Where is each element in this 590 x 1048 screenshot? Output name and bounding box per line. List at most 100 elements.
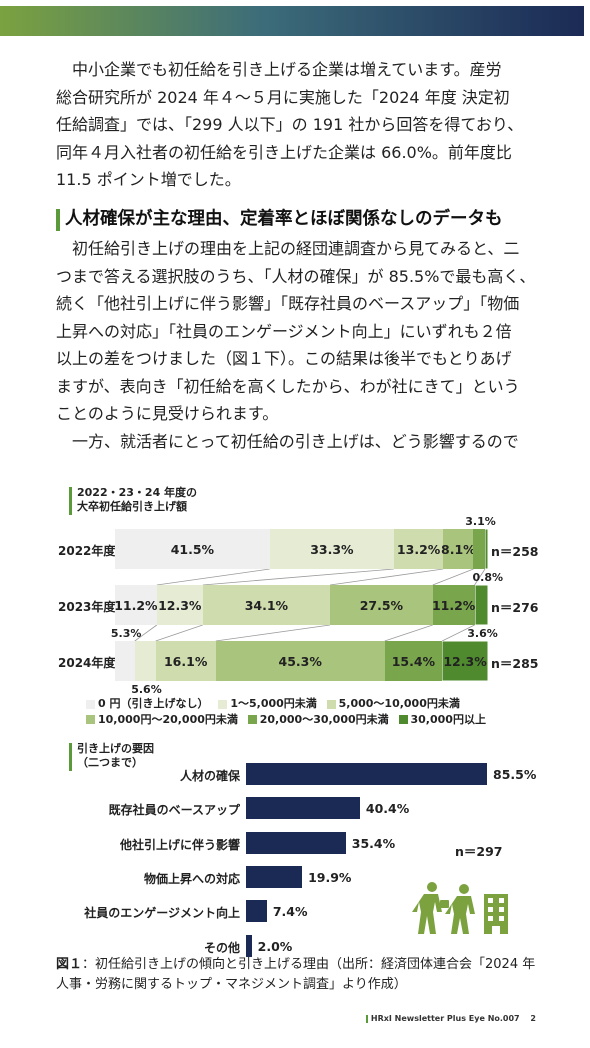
legend-item: 0 円（引き上げなし）	[86, 697, 208, 711]
data-label: 11.2%	[431, 597, 476, 613]
bar-segment	[384, 641, 443, 681]
footer-marker	[365, 1014, 368, 1023]
bar	[246, 763, 487, 785]
legend-label: 30,000円以上	[410, 712, 486, 726]
chart2-title-line: 引き上げの要因	[77, 742, 154, 755]
connector-line	[155, 624, 203, 642]
bar-segment	[115, 529, 270, 569]
chart1-title-line: 大卒初任給引き上げ額	[77, 500, 187, 513]
legend-label: 1～5,000円未満	[230, 697, 317, 710]
footer: HRxI Newsletter Plus Eye No.007 2	[365, 1014, 536, 1023]
category-label: 既存社員のベースアップ	[108, 803, 240, 818]
chart2-title-marker	[69, 743, 72, 771]
data-label: 3.6%	[467, 627, 498, 640]
legend-label: 0 円（引き上げなし）	[98, 697, 209, 710]
figure-caption-text: ：初任給引き上げの傾向と引き上げる理由（出所：経済団体連合会「2024 年人事・…	[56, 957, 536, 992]
text-line: 一方、就活者にとって初任給の引き上げは、どう影響するので	[56, 431, 519, 451]
bar	[246, 865, 303, 888]
bar-segment	[115, 641, 135, 681]
chart1-title-line: 2022・23・24 年度の	[77, 486, 198, 499]
sample-size: n＝258	[491, 544, 539, 559]
figure-caption: 図１：初任給引き上げの傾向と引き上げる理由（出所：経済団体連合会「2024 年人…	[56, 955, 546, 995]
bar	[246, 900, 267, 923]
text-line: 初任給引き上げの理由を上記の経団連調査から見てみると、二	[56, 239, 520, 258]
data-label: 5.3%	[110, 627, 142, 640]
bar	[246, 934, 252, 957]
value-label: 2.0%	[257, 938, 293, 954]
value-label: 85.5%	[493, 767, 537, 782]
chart2-title: 引き上げの要因 （二つまで）	[69, 742, 154, 771]
legend-item: 30,000円以上	[398, 712, 486, 727]
text-line: 中小企業でも初任給を引き上げる企業は増えています。産労	[56, 60, 502, 79]
data-label: 33.3%	[310, 541, 354, 557]
legend-swatch	[247, 715, 257, 724]
business-people-icon	[412, 882, 508, 934]
legend-swatch	[86, 715, 95, 724]
connector-line	[384, 624, 433, 642]
bar	[246, 797, 360, 820]
bar-segment	[474, 585, 488, 625]
value-label: 7.4%	[272, 904, 308, 920]
data-label: 41.5%	[170, 541, 215, 557]
value-label: 19.9%	[308, 869, 352, 885]
data-label: 12.3%	[158, 597, 202, 613]
text-line: 上昇への対応」「社員のエンゲージメント向上」にいずれも２倍	[56, 321, 512, 341]
bar-segment	[215, 641, 385, 681]
body-paragraph: 初任給引き上げの理由を上記の経団連調査から見てみると、二 つまで答える選択肢のう…	[56, 235, 536, 455]
text-line: 任給調査」では、「299 人以下」の 191 社から回答を得ており、	[56, 115, 524, 134]
row-label: 2023年度	[58, 600, 116, 614]
data-label: 34.1%	[244, 597, 289, 613]
bar-segment	[442, 641, 488, 681]
bar-segment	[432, 585, 475, 625]
top-banner	[0, 6, 584, 36]
bar-segment	[330, 585, 433, 625]
data-label: 0.8%	[472, 571, 504, 584]
page-number: 2	[530, 1014, 536, 1023]
data-label: 11.2%	[114, 597, 158, 613]
bar-segment	[134, 641, 156, 681]
text-line: 11.5 ポイント増でした。	[56, 170, 241, 189]
chart1-legend: 0 円（引き上げなし） 1～5,000円未満 5,000～10,000円未満 1…	[86, 697, 556, 728]
text-line: 続く「他社引上げに伴う影響」「既存社員のベースアップ」「物価	[56, 294, 520, 313]
chart1-title: 2022・23・24 年度の 大卒初任給引き上げ額	[69, 486, 198, 515]
heading-text: 人材確保が主な理由、定着率とほぼ関係なしのデータも	[65, 209, 503, 229]
connector-line	[202, 568, 395, 586]
chart2-sample-size: n＝297	[455, 844, 503, 859]
bar-segment	[156, 585, 203, 625]
text-line: ますが、表向き「初任給を高くしたから、わが社にきて」という	[56, 376, 520, 396]
text-line: ことのように見受けられます。	[56, 404, 279, 423]
legend-label: 10,000円～20,000円未満	[98, 712, 238, 726]
data-label: 12.3%	[443, 653, 487, 669]
bar-segment	[394, 529, 444, 569]
bar-segment	[155, 641, 216, 681]
bar-segment	[115, 585, 157, 625]
connector-line	[330, 568, 444, 586]
data-label: 8.1%	[441, 541, 476, 557]
legend-swatch	[398, 715, 408, 724]
category-label: 物価上昇への対応	[143, 871, 240, 886]
data-label: 13.2%	[396, 541, 441, 557]
text-line: 総合研究所が 2024 年４～５月に実施した「2024 年度 決定初	[56, 87, 510, 107]
intro-paragraph: 中小企業でも初任給を引き上げる企業は増えています。産労 総合研究所が 2024 …	[56, 56, 536, 194]
bar-segment	[473, 529, 485, 569]
bar-segment	[443, 529, 474, 569]
section-heading: 人材確保が主な理由、定着率とほぼ関係なしのデータも	[56, 206, 536, 233]
bar-segment	[269, 529, 394, 569]
text-line: つまで答える選択肢のうち、「人材の確保」が 85.5%で最も高く、	[56, 266, 536, 286]
bar-segment	[202, 585, 331, 625]
data-label: 15.4%	[391, 653, 436, 669]
text-line: 以上の差をつけました（図１下）。この結果は後半でもとりあげ	[56, 349, 512, 368]
sample-size: n＝276	[491, 600, 539, 615]
connector-line	[432, 568, 474, 586]
row-label: 2024年度	[58, 656, 116, 670]
data-label: 3.1%	[465, 515, 496, 528]
connector-line	[156, 568, 270, 586]
bar-segment	[485, 529, 488, 569]
value-label: 40.4%	[365, 801, 410, 817]
chart1-title-marker	[69, 487, 72, 515]
data-label: 27.5%	[359, 597, 404, 613]
text-line: 同年４月入社者の初任給を引き上げた企業は 66.0%。前年度比	[56, 142, 512, 162]
data-label: 5.6%	[131, 683, 162, 696]
row-label: 2022年度	[58, 544, 116, 558]
legend-item: 20,000～30,000円未満	[247, 713, 389, 727]
